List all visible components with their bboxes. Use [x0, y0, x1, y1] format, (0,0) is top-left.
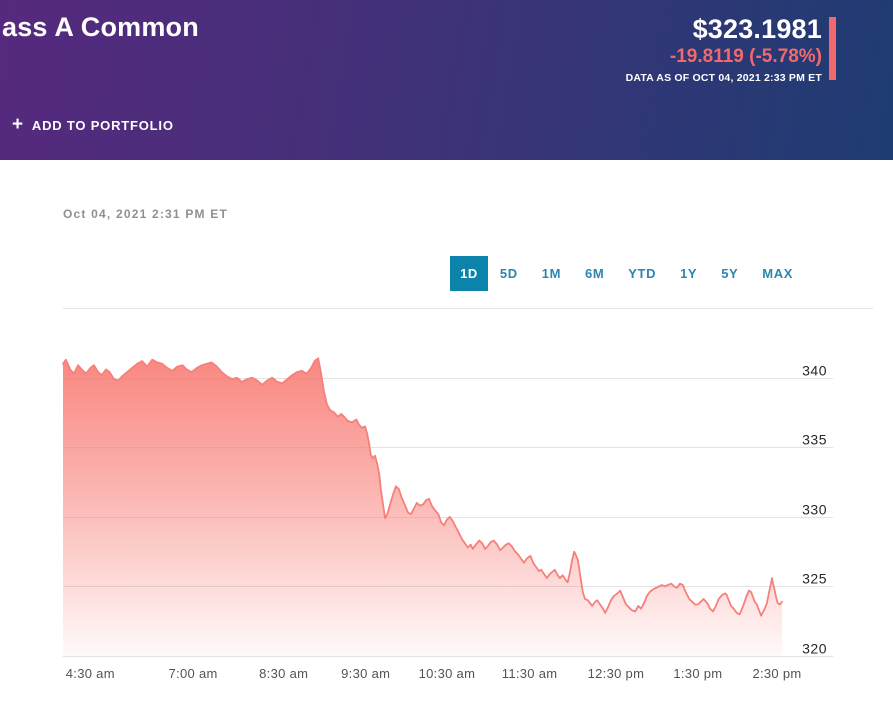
- tab-1m[interactable]: 1M: [541, 266, 561, 281]
- range-tabs: 1D 5D 1M 6M YTD 1Y 5Y MAX: [450, 256, 805, 291]
- chart-timestamp: Oct 04, 2021 2:31 PM ET: [63, 207, 229, 221]
- y-axis-label: 320: [802, 641, 827, 657]
- data-as-of: DATA AS OF OCT 04, 2021 2:33 PM ET: [625, 72, 822, 85]
- price-change: -19.8119 (-5.78%): [669, 46, 822, 68]
- divider: [63, 308, 873, 309]
- change-indicator-bar: [829, 17, 836, 80]
- add-to-portfolio-label: ADD TO PORTFOLIO: [31, 118, 174, 133]
- tab-6m[interactable]: 6M: [585, 266, 605, 281]
- x-axis-label: 11:30 am: [502, 666, 558, 681]
- y-axis-label: 335: [802, 432, 827, 448]
- y-axis-label: 325: [802, 571, 827, 587]
- tab-max[interactable]: MAX: [762, 266, 793, 281]
- price-chart: 340 335 330 325 320 4:30 am 7:00 am 8:30 am 9:30…: [62, 357, 833, 681]
- security-title: ass A Common: [2, 12, 199, 42]
- x-axis-label: 8:30 am: [259, 666, 308, 681]
- x-axis-label: 9:30 am: [341, 666, 390, 681]
- x-axis-label: 10:30 am: [419, 666, 476, 681]
- tab-5y[interactable]: 5Y: [721, 266, 739, 281]
- x-axis-label: 7:00 am: [169, 666, 218, 681]
- price-column: $323.1981 -19.8119 (-5.78%) DATA AS OF O…: [625, 14, 822, 85]
- quote-header: ass A Common $323.1981 -19.8119 (-5.78%)…: [0, 0, 893, 160]
- x-axis-label: 4:30 am: [66, 666, 115, 681]
- tab-1d[interactable]: 1D: [450, 256, 488, 291]
- x-axis-label: 2:30 pm: [752, 666, 801, 681]
- x-axis-label: 1:30 pm: [673, 666, 722, 681]
- add-to-portfolio-button[interactable]: + ADD TO PORTFOLIO: [10, 112, 176, 139]
- last-price: $323.1981: [692, 14, 822, 44]
- price-line: [62, 357, 783, 617]
- price-block: $323.1981 -19.8119 (-5.78%) DATA AS OF O…: [626, 15, 836, 84]
- price-area: [63, 358, 782, 656]
- x-axis-label: 12:30 pm: [588, 666, 645, 681]
- tab-1y[interactable]: 1Y: [680, 266, 698, 281]
- plus-icon: +: [12, 114, 24, 135]
- tab-ytd[interactable]: YTD: [628, 266, 657, 281]
- y-axis-label: 330: [802, 502, 827, 518]
- y-axis-label: 340: [802, 363, 827, 379]
- tab-5d[interactable]: 5D: [499, 266, 518, 281]
